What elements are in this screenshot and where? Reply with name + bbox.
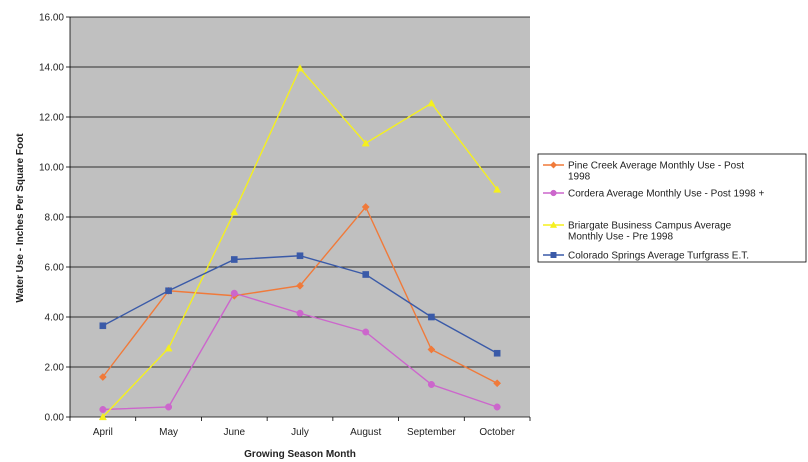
x-axis-title: Growing Season Month (244, 449, 356, 460)
y-axis-title: Water Use - Inches Per Square Foot (15, 133, 26, 303)
series (99, 289, 501, 413)
legend-box (537, 153, 807, 263)
data-point (99, 322, 107, 330)
legend-label: 1998 (568, 172, 591, 183)
data-point (295, 64, 305, 72)
data-point (493, 379, 502, 388)
x-tick-label: June (223, 427, 245, 438)
data-point (549, 221, 558, 228)
legend-entry: Colorado Springs Average Turfgrass E.T. (543, 251, 749, 262)
series (99, 252, 501, 357)
y-tick-label: 6.00 (45, 263, 65, 274)
data-point (493, 349, 501, 357)
data-point (550, 189, 557, 197)
legend-label: Pine Creek Average Monthly Use - Post (568, 161, 744, 172)
data-point (427, 381, 435, 388)
legend-label: Monthly Use - Pre 1998 (568, 232, 673, 243)
data-point (165, 287, 172, 295)
data-point (428, 313, 435, 321)
y-tick-label: 4.00 (45, 313, 65, 324)
data-point (361, 139, 370, 147)
y-tick-label: 8.00 (45, 213, 65, 224)
x-tick-label: July (291, 427, 309, 438)
data-point (230, 289, 238, 297)
data-point (493, 185, 502, 193)
x-tick-label: April (93, 427, 113, 438)
legend-label: Briargate Business Campus Average (568, 221, 732, 232)
series (98, 64, 502, 421)
data-point (362, 271, 370, 278)
y-tick-label: 12.00 (39, 113, 64, 124)
data-point (296, 281, 304, 290)
data-point (99, 406, 107, 413)
data-point (164, 344, 173, 352)
data-point (230, 256, 238, 263)
y-tick-label: 2.00 (45, 363, 65, 374)
legend-entry: Cordera Average Monthly Use - Post 1998 … (543, 189, 764, 200)
data-point (549, 161, 558, 169)
data-point (296, 309, 304, 317)
legend-label: Cordera Average Monthly Use - Post 1998 … (568, 189, 764, 200)
data-point (230, 207, 239, 216)
legend-label: Colorado Springs Average Turfgrass E.T. (568, 251, 749, 262)
data-point (493, 403, 501, 411)
y-axis-ticks: 0.00 2.00 4.00 6.00 8.00 10.00 12.00 14.00 16.00 (39, 13, 70, 424)
data-point (296, 252, 304, 260)
legend-entry: Pine Creek Average Monthly Use - Post199… (543, 161, 744, 183)
x-tick-label: May (159, 427, 178, 438)
legend: Pine Creek Average Monthly Use - Post199… (537, 153, 807, 263)
x-tick-label: August (350, 427, 381, 438)
data-point (165, 403, 173, 411)
legend-entry: Briargate Business Campus AverageMonthly… (543, 221, 732, 243)
data-point (98, 412, 107, 421)
data-point (362, 328, 370, 336)
y-tick-label: 16.00 (39, 13, 64, 24)
x-tick-label: September (407, 427, 457, 438)
data-point (98, 373, 107, 381)
data-point (427, 99, 436, 107)
x-tick-label: October (479, 427, 515, 438)
data-point (550, 252, 557, 258)
series-layer (98, 64, 502, 421)
data-point (427, 345, 436, 354)
y-tick-label: 14.00 (39, 63, 64, 74)
y-tick-label: 10.00 (39, 163, 64, 174)
x-axis-ticks: April May June July August September October (69, 417, 531, 438)
y-tick-label: 0.00 (45, 413, 65, 424)
data-point (361, 203, 370, 211)
